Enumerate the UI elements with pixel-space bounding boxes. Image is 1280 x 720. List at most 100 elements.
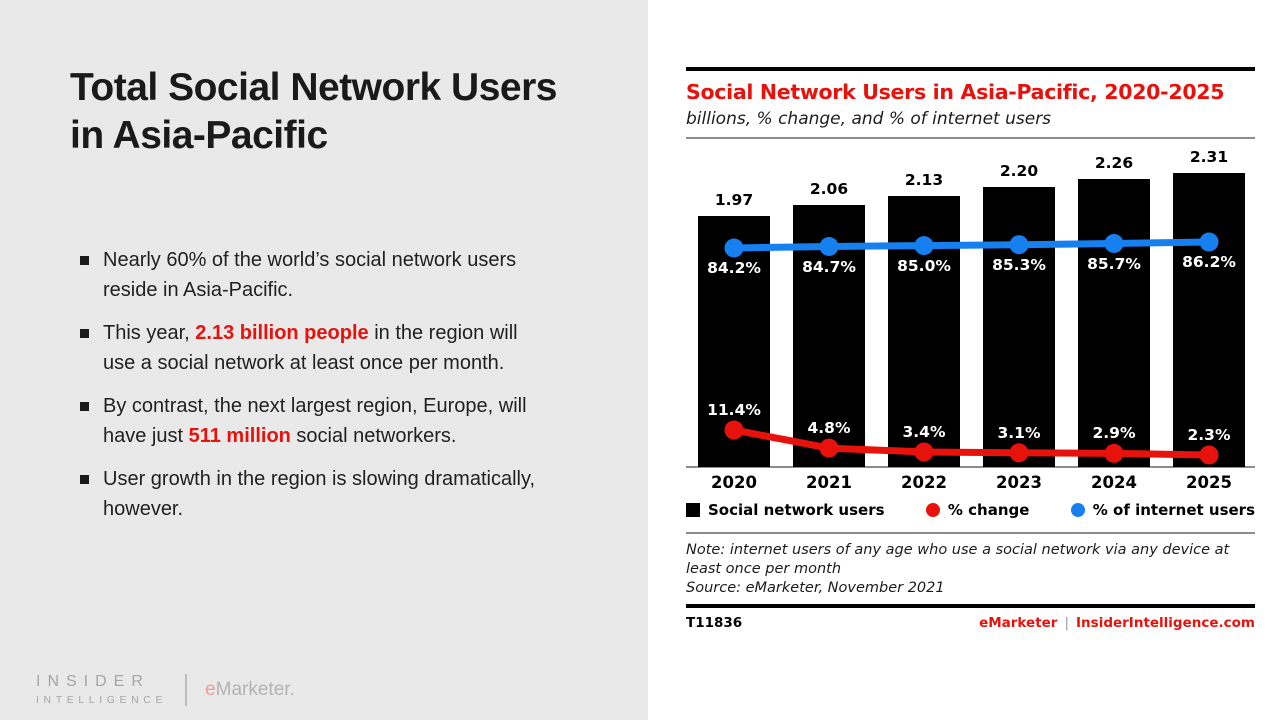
bullet-text: User growth in the region is slowing dra… [103, 465, 550, 524]
internet-users-line-point [914, 236, 934, 256]
x-axis-label: 2024 [1091, 473, 1137, 492]
bullet-pre: By contrast, the next largest region, Eu… [103, 395, 527, 447]
legend-circle-marker [1070, 503, 1085, 517]
logo-intelligence-text: INTELLIGENCE [36, 694, 168, 706]
legend-label: Social network users [708, 501, 885, 519]
x-axis-label: 2022 [901, 473, 947, 492]
footer-rule [686, 604, 1255, 608]
legend-item: % change [925, 501, 1030, 519]
bar-value-label: 2.13 [904, 170, 944, 189]
bullet-item: User growth in the region is slowing dra… [80, 465, 550, 524]
x-axis-label: 2025 [1186, 473, 1232, 492]
pct-change-line-point [724, 420, 744, 440]
line-series-overlay [724, 232, 1219, 465]
chart-title: Social Network Users in Asia-Pacific, 20… [686, 80, 1225, 104]
pct-change-label: 3.1% [997, 423, 1041, 442]
top-rule [686, 67, 1255, 71]
internet-users-pct-label: 86.2% [1182, 253, 1236, 271]
bar-value-label: 2.20 [999, 162, 1039, 180]
chart-legend: Social network users % change % of interne… [686, 501, 1255, 534]
legend-item: Social network users [686, 501, 885, 519]
pct-change-line-point [819, 438, 839, 458]
logo-emarketer-rest: Marketer. [215, 678, 295, 700]
x-axis-line [686, 466, 1255, 468]
internet-users-line-point [1199, 232, 1219, 252]
internet-users-line-point [1009, 235, 1029, 255]
legend-item: % of internet users [1070, 501, 1255, 519]
internet-users-line [733, 238, 1210, 252]
bullet-pre: Nearly 60% of the world’s social network… [103, 249, 517, 301]
chart-card: Social Network Users in Asia-Pacific, 20… [686, 67, 1255, 631]
chart-notes: Note: internet users of any age who use … [686, 541, 1255, 598]
chart-footer: T11836 eMarketer | InsiderIntelligence.c… [686, 608, 1255, 631]
internet-users-pct-label: 84.2% [707, 259, 761, 277]
bar-2023 [983, 187, 1055, 467]
internet-users-line-point [1104, 234, 1124, 253]
footer-emarketer: eMarketer [979, 615, 1058, 631]
legend-label: % of internet users [1092, 501, 1255, 519]
note-text: Note: internet users of any age who use … [686, 542, 1230, 577]
logo-text-stack: INSIDER INTELLIGENCE [36, 673, 167, 706]
logo-emarketer-e: e [205, 678, 216, 700]
bar-value-label: 2.26 [1094, 154, 1134, 173]
logo-emarketer-text: eMarketer. [205, 679, 295, 701]
internet-users-pct-label: 85.0% [897, 256, 951, 275]
x-axis-label: 2023 [996, 473, 1042, 492]
bullet-item: This year, 2.13 billion people in the re… [80, 319, 550, 378]
pct-change-label: 4.8% [807, 419, 851, 438]
source-text: Source: eMarketer, November 2021 [686, 580, 945, 596]
chart-id: T11836 [686, 615, 743, 631]
bar-value-label: 2.31 [1189, 148, 1229, 166]
pct-change-line-point [1009, 443, 1029, 463]
slide-title: Total Social Network Users in Asia-Pacif… [70, 66, 557, 157]
pct-change-line-point [914, 442, 934, 462]
internet-users-pct-label: 84.7% [802, 257, 856, 276]
bar-2025 [1173, 173, 1245, 467]
x-axis-label: 2021 [806, 473, 852, 492]
bullet-item: Nearly 60% of the world’s social network… [80, 246, 550, 305]
bullet-text: Nearly 60% of the world’s social network… [103, 246, 550, 305]
bullet-text: By contrast, the next largest region, Eu… [103, 392, 550, 451]
insider-intelligence-logo: INSIDER INTELLIGENCE eMarketer. [36, 673, 295, 706]
slide-left-panel: Total Social Network Users in Asia-Pacif… [0, 0, 648, 720]
bullet-marker [80, 475, 89, 484]
pct-change-line-point [1104, 443, 1124, 463]
pct-change-label: 2.9% [1092, 424, 1136, 443]
legend-circle-marker [925, 503, 940, 517]
bullet-pre: User growth in the region is slowing dra… [103, 468, 536, 520]
pct-change-label: 11.4% [707, 400, 761, 419]
header-divider-rule [686, 137, 1255, 139]
x-axis-label: 2020 [711, 473, 757, 492]
bullet-post: in the region will use a social network … [103, 322, 518, 374]
bar-value-label: 2.06 [809, 179, 849, 198]
bar-2024 [1078, 179, 1150, 467]
chart-subtitle: billions, % change, and % of internet us… [686, 109, 1052, 129]
bullet-highlight: 2.13 billion people [195, 322, 369, 344]
internet-users-line-point [724, 238, 744, 258]
bullet-list: Nearly 60% of the world’s social network… [80, 246, 550, 524]
bar-value-label: 1.97 [714, 191, 754, 210]
bullet-marker [80, 402, 89, 411]
bullet-highlight: 511 million [188, 424, 291, 447]
pct-change-label: 3.4% [902, 422, 946, 441]
bullet-marker [80, 256, 89, 265]
pct-change-line [733, 426, 1210, 459]
internet-users-pct-label: 85.3% [992, 255, 1046, 274]
legend-label: % change [947, 501, 1030, 519]
internet-users-line-point [819, 237, 839, 256]
pct-change-line-point [1199, 445, 1219, 465]
internet-users-pct-label: 85.7% [1087, 254, 1141, 273]
bullet-post: social networkers. [290, 424, 457, 447]
footer-brandline: eMarketer | InsiderIntelligence.com [979, 615, 1255, 631]
bullet-pre: This year, [103, 322, 196, 344]
footer-insiderintelligence-link: InsiderIntelligence.com [1076, 615, 1255, 631]
legend-square-marker [686, 503, 700, 517]
logo-insider-text: INSIDER [36, 673, 150, 690]
bullet-text: This year, 2.13 billion people in the re… [103, 319, 550, 378]
bullet-marker [80, 329, 89, 338]
logo-divider [185, 673, 188, 706]
pct-change-label: 2.3% [1187, 426, 1231, 444]
bullet-item: By contrast, the next largest region, Eu… [80, 392, 550, 451]
chart-plot: 1.97 84.2% 11.4% 2020 2.06 84.7% 4.8% 2021 2.13 8… [686, 144, 1255, 492]
chart-panel: Social Network Users in Asia-Pacific, 20… [648, 0, 1280, 720]
